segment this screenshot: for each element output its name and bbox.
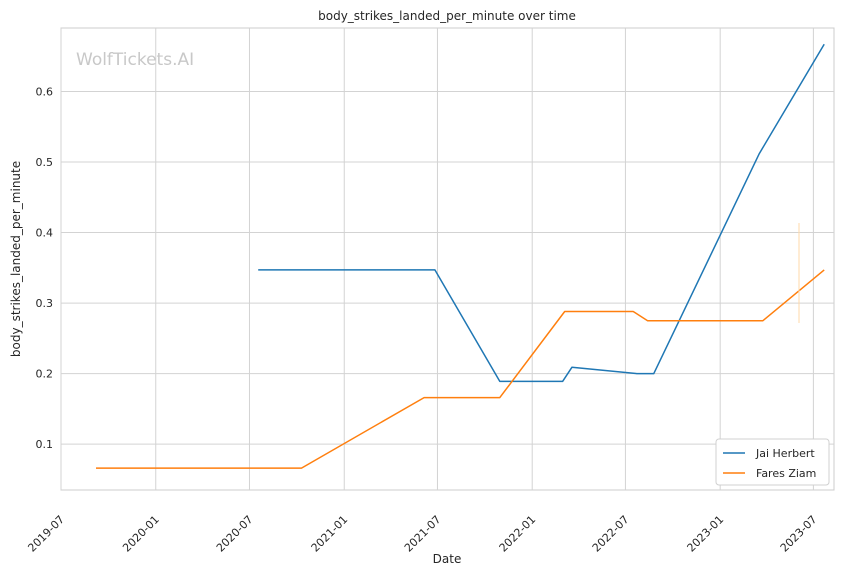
- x-axis-label: Date: [433, 552, 462, 566]
- plot-area: [60, 27, 835, 491]
- y-tick-label: 0.5: [36, 156, 54, 169]
- x-tick-labels: 2019-07 2020-01 2020-07 2021-01 2021-07 2022-…: [25, 513, 819, 555]
- series-line-jai-herbert: [258, 43, 825, 383]
- x-tick-label: 2022-01: [497, 513, 539, 555]
- x-tick-label: 2019-07: [25, 513, 67, 555]
- legend-label-jai-herbert: Jai Herbert: [755, 447, 815, 460]
- x-tick-label: 2023-07: [778, 513, 820, 555]
- x-tick-label: 2020-01: [120, 513, 162, 555]
- x-tick-label: 2021-01: [309, 513, 351, 555]
- legend: Jai Herbert Fares Ziam: [715, 438, 830, 486]
- legend-label-fares-ziam: Fares Ziam: [756, 467, 816, 480]
- chart-title: body_strikes_landed_per_minute over time: [318, 9, 576, 23]
- y-tick-labels: 0.1 0.2 0.3 0.4 0.5 0.6: [36, 85, 54, 451]
- watermark: WolfTickets.AI: [76, 50, 194, 70]
- series-layer: [96, 43, 825, 469]
- x-tick-label: 2020-07: [214, 513, 256, 555]
- y-tick-label: 0.1: [36, 438, 54, 451]
- grid: [60, 28, 834, 490]
- y-tick-label: 0.3: [36, 297, 54, 310]
- y-tick-label: 0.4: [36, 227, 54, 240]
- x-tick-label: 2021-07: [402, 513, 444, 555]
- x-tick-label: 2023-01: [685, 513, 727, 555]
- y-axis-label: body_strikes_landed_per_minute: [9, 161, 23, 357]
- x-tick-label: 2022-07: [590, 513, 632, 555]
- y-tick-label: 0.6: [36, 85, 54, 98]
- series-line-fares-ziam: [96, 269, 825, 469]
- y-tick-label: 0.2: [36, 368, 54, 381]
